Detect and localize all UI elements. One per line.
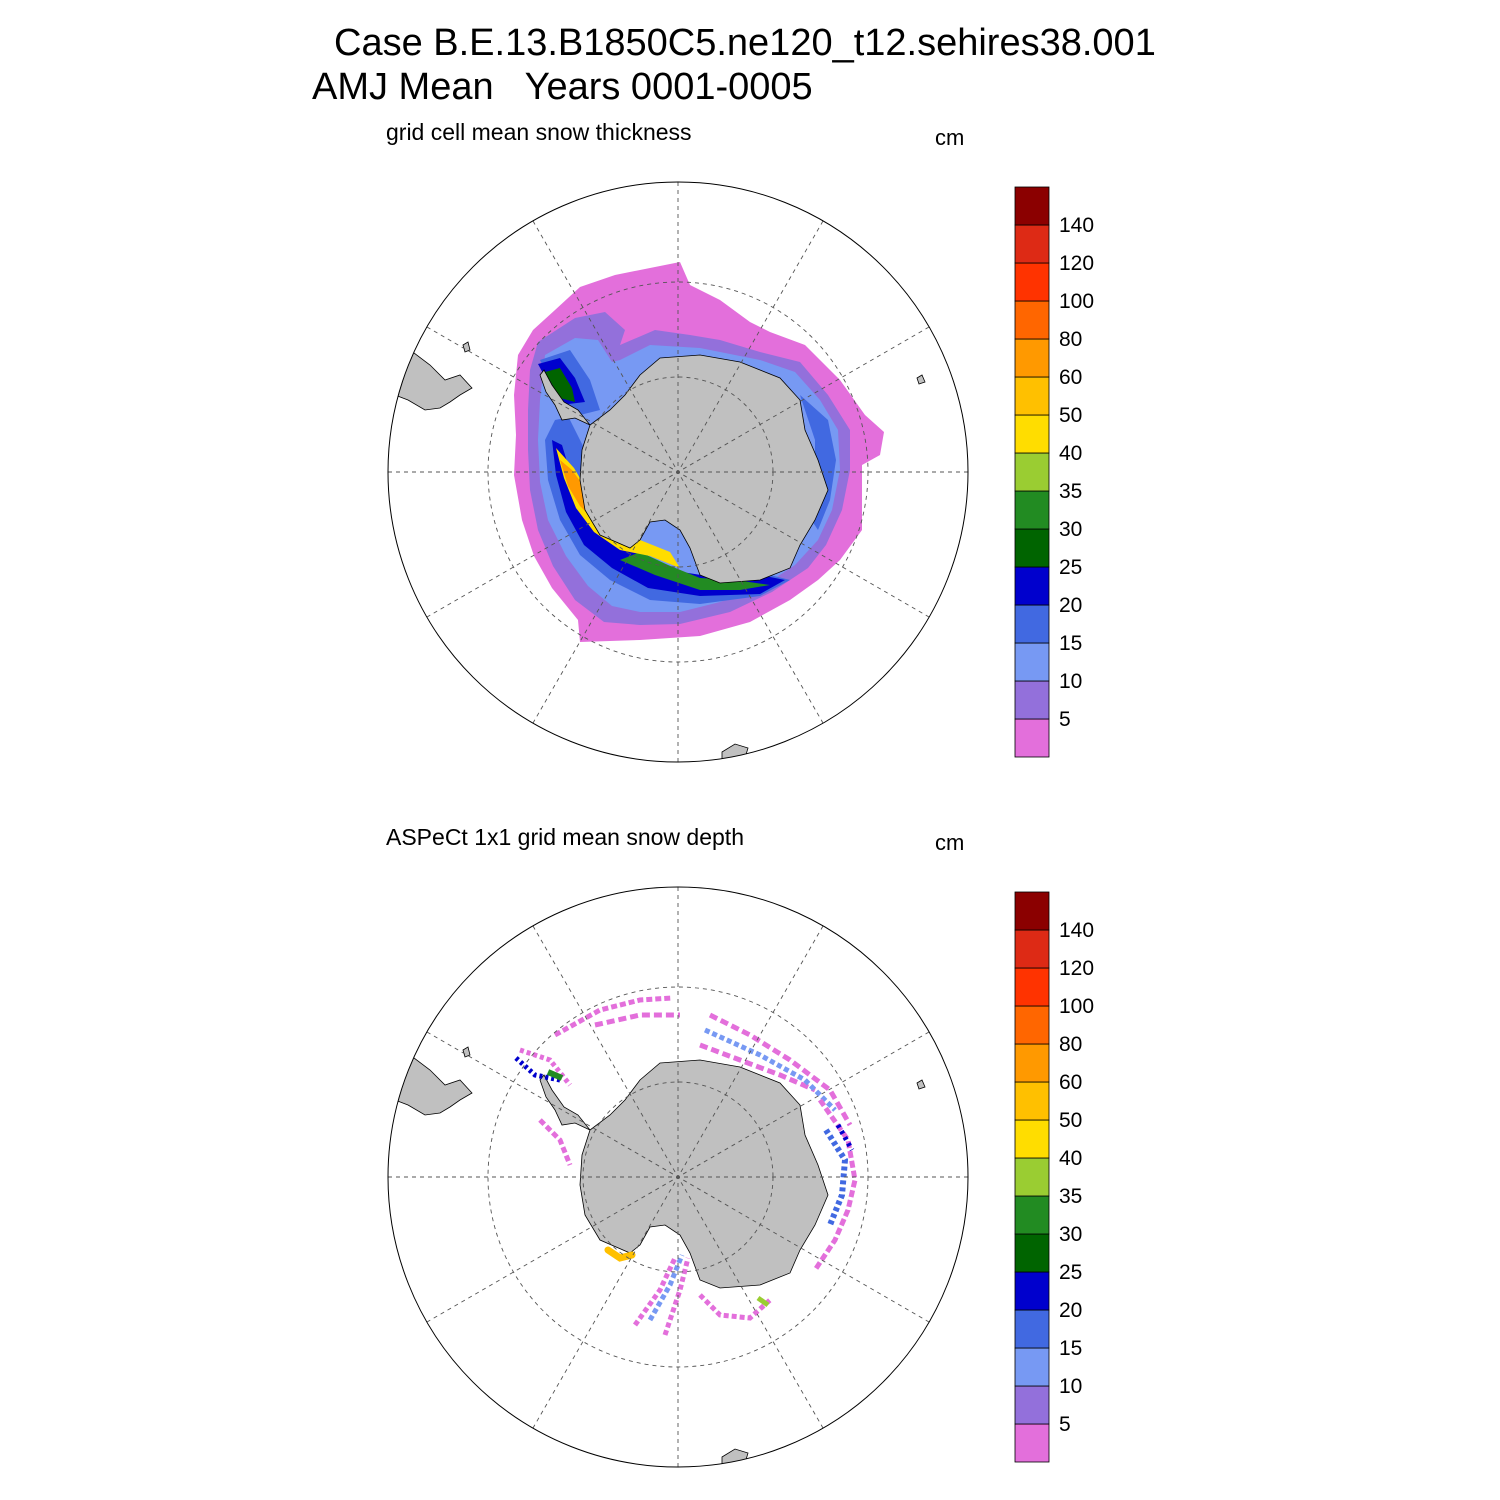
colorbar-label: 40 bbox=[1059, 1147, 1082, 1170]
colorbar-swatch bbox=[1014, 718, 1050, 758]
colorbar-swatch bbox=[1014, 891, 1050, 931]
map-panel-model bbox=[388, 182, 968, 762]
colorbar-swatch bbox=[1014, 1347, 1050, 1387]
antarctica-landmass-icon bbox=[579, 1059, 829, 1289]
colorbar-label: 5 bbox=[1059, 708, 1071, 731]
snow-band-25-35 bbox=[545, 368, 575, 402]
colorbar-label: 120 bbox=[1059, 252, 1094, 275]
colorbar-label: 5 bbox=[1059, 1413, 1071, 1436]
colorbar-swatch bbox=[1014, 300, 1050, 340]
colorbar-label: 120 bbox=[1059, 957, 1094, 980]
colorbar-swatch bbox=[1014, 224, 1050, 264]
colorbar-label: 35 bbox=[1059, 480, 1082, 503]
snow-band-20-25-ross bbox=[552, 440, 785, 596]
graticule bbox=[388, 182, 968, 762]
panel-2-title: ASPeCt 1x1 grid mean snow depth bbox=[386, 824, 744, 850]
colorbar-swatch bbox=[1014, 1119, 1050, 1159]
colorbar-swatch bbox=[1014, 566, 1050, 606]
map-panel-obs bbox=[388, 887, 968, 1467]
colorbar-label: 50 bbox=[1059, 404, 1082, 427]
snow-band-40-60 bbox=[556, 448, 680, 568]
colorbar-label: 140 bbox=[1059, 214, 1094, 237]
colorbar-label: 35 bbox=[1059, 1185, 1082, 1208]
colorbar-label: 50 bbox=[1059, 1109, 1082, 1132]
colorbar-label: 80 bbox=[1059, 328, 1082, 351]
colorbar-label: 25 bbox=[1059, 1261, 1082, 1284]
panel-2-units: cm bbox=[935, 830, 965, 855]
colorbar-label: 10 bbox=[1059, 1375, 1082, 1398]
island-south-georgia-icon bbox=[462, 341, 471, 353]
colorbar-swatch bbox=[1014, 604, 1050, 644]
colorbar-swatch bbox=[1014, 1195, 1050, 1235]
colorbar-swatch bbox=[1014, 929, 1050, 969]
colorbar-swatch bbox=[1014, 1233, 1050, 1273]
panel-1-units: cm bbox=[935, 125, 965, 150]
colorbar-label: 100 bbox=[1059, 995, 1094, 1018]
colorbar-swatch bbox=[1014, 262, 1050, 302]
colorbar-swatch bbox=[1014, 1423, 1050, 1463]
antarctic-peninsula-icon bbox=[539, 1074, 591, 1131]
colorbar-swatch bbox=[1014, 1271, 1050, 1311]
graticule bbox=[388, 887, 968, 1467]
colorbar-swatch bbox=[1014, 414, 1050, 454]
map-border-obs bbox=[387, 886, 969, 1468]
colorbar-swatch bbox=[1014, 967, 1050, 1007]
colorbar-label: 140 bbox=[1059, 919, 1094, 942]
colorbar-swatch bbox=[1014, 376, 1050, 416]
antarctica-landmass-icon bbox=[579, 354, 829, 584]
colorbar-swatch bbox=[1014, 338, 1050, 378]
colorbar-model: 5 10 15 20 25 30 35 40 50 60 80 100 120 140 bbox=[1014, 186, 1094, 758]
colorbar-swatch bbox=[1014, 1309, 1050, 1349]
colorbar-label: 20 bbox=[1059, 594, 1082, 617]
figure-title-line2: AMJ Mean Years 0001-0005 bbox=[312, 66, 813, 108]
colorbar-swatch bbox=[1014, 1081, 1050, 1121]
colorbar-swatch bbox=[1014, 186, 1050, 226]
colorbar-swatch bbox=[1014, 1005, 1050, 1045]
colorbar-label: 60 bbox=[1059, 366, 1082, 389]
colorbar-label: 10 bbox=[1059, 670, 1082, 693]
colorbar-label: 40 bbox=[1059, 442, 1082, 465]
colorbar-swatch bbox=[1014, 490, 1050, 530]
island-kerguelen-icon bbox=[916, 1079, 926, 1090]
south-america-icon bbox=[388, 1034, 473, 1116]
figure-title-line1: Case B.E.13.B1850C5.ne120_t12.sehires38.… bbox=[334, 22, 1156, 64]
colorbar-label: 30 bbox=[1059, 1223, 1082, 1246]
colorbar-swatch bbox=[1014, 680, 1050, 720]
colorbar-label: 25 bbox=[1059, 556, 1082, 579]
antarctic-peninsula-icon bbox=[539, 369, 591, 426]
panel-1-title: grid cell mean snow thickness bbox=[386, 119, 692, 145]
map-border-model bbox=[387, 181, 969, 763]
colorbar-label: 15 bbox=[1059, 632, 1082, 655]
colorbar-swatch bbox=[1014, 452, 1050, 492]
colorbar-label: 60 bbox=[1059, 1071, 1082, 1094]
obs-tracks bbox=[514, 995, 858, 1336]
island-kerguelen-icon bbox=[916, 374, 926, 385]
colorbar-label: 20 bbox=[1059, 1299, 1082, 1322]
colorbar-swatch bbox=[1014, 1043, 1050, 1083]
colorbar-label: 30 bbox=[1059, 518, 1082, 541]
colorbar-swatch bbox=[1014, 642, 1050, 682]
colorbar-swatch bbox=[1014, 1385, 1050, 1425]
colorbar-swatch bbox=[1014, 1157, 1050, 1197]
colorbar-obs: 5 10 15 20 25 30 35 40 50 60 80 100 120 140 bbox=[1014, 891, 1094, 1463]
island-south-georgia-icon bbox=[462, 1046, 471, 1058]
colorbar-swatch bbox=[1014, 528, 1050, 568]
south-america-icon bbox=[388, 329, 473, 411]
colorbar-label: 80 bbox=[1059, 1033, 1082, 1056]
colorbar-label: 100 bbox=[1059, 290, 1094, 313]
colorbar-label: 15 bbox=[1059, 1337, 1082, 1360]
